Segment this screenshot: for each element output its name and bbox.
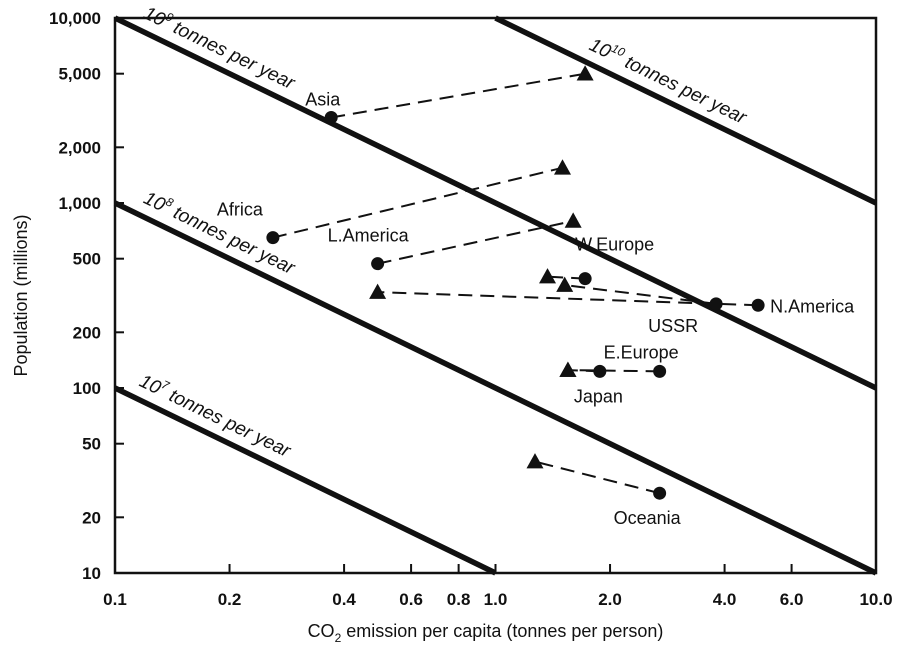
x-axis-label-subscript: 2 bbox=[335, 631, 342, 645]
y-tick-label: 200 bbox=[73, 323, 101, 342]
connector-line bbox=[377, 291, 759, 307]
connector-line bbox=[534, 460, 660, 495]
isoline-label-base: 10 bbox=[140, 188, 169, 216]
connector-line bbox=[377, 219, 574, 265]
point-label: L.America bbox=[328, 226, 410, 246]
x-tick-label: 0.6 bbox=[399, 590, 423, 609]
isoline bbox=[113, 200, 878, 576]
y-tick-label: 20 bbox=[82, 508, 101, 527]
isoline bbox=[113, 15, 878, 391]
circle-point bbox=[653, 486, 667, 500]
circle-point bbox=[653, 364, 667, 378]
x-tick-label: 6.0 bbox=[780, 590, 804, 609]
isoline bbox=[113, 385, 497, 576]
x-tick-label: 10.0 bbox=[859, 590, 892, 609]
circle-point bbox=[371, 257, 385, 271]
y-tick-label: 500 bbox=[73, 250, 101, 269]
x-tick-label: 0.4 bbox=[332, 590, 356, 609]
triangle-point bbox=[564, 212, 582, 228]
circle-point bbox=[593, 364, 607, 378]
y-tick-label: 10,000 bbox=[49, 9, 101, 28]
point-label: Japan bbox=[574, 386, 623, 406]
isoline-label-base: 10 bbox=[136, 371, 165, 399]
y-tick-label: 1,000 bbox=[58, 194, 101, 213]
y-tick-label: 2,000 bbox=[58, 138, 101, 157]
circle-point bbox=[578, 272, 592, 286]
point-label: W.Europe bbox=[575, 235, 654, 255]
connector-line bbox=[567, 369, 660, 373]
x-tick-label: 4.0 bbox=[713, 590, 737, 609]
isoline-label-exponent: 10 bbox=[609, 41, 627, 60]
triangle-point bbox=[556, 276, 574, 292]
connector-line bbox=[272, 166, 563, 239]
circle-point bbox=[324, 110, 338, 124]
circle-point bbox=[751, 298, 765, 312]
connector-line bbox=[331, 72, 586, 119]
y-tick-label: 10 bbox=[82, 564, 101, 583]
connector-line bbox=[564, 284, 717, 305]
point-label: Oceania bbox=[614, 508, 682, 528]
point-label: Africa bbox=[217, 200, 264, 220]
x-tick-label: 0.2 bbox=[218, 590, 242, 609]
x-axis-label-co: CO bbox=[308, 621, 335, 641]
y-tick-label: 100 bbox=[73, 379, 101, 398]
triangle-point bbox=[559, 361, 577, 377]
x-tick-label: 1.0 bbox=[484, 590, 508, 609]
isoline-label: 1010 tonnes per year bbox=[586, 32, 752, 129]
isoline-label: 107 tonnes per year bbox=[136, 368, 296, 462]
point-label: N.America bbox=[770, 296, 855, 316]
isoline bbox=[494, 15, 878, 206]
y-axis-label: Population (millions) bbox=[11, 214, 31, 376]
point-label: USSR bbox=[648, 316, 698, 336]
y-tick-label: 5,000 bbox=[58, 65, 101, 84]
triangle-point bbox=[369, 283, 387, 299]
triangle-point bbox=[539, 268, 557, 284]
point-label: Asia bbox=[305, 89, 341, 109]
isoline-label: 109 tonnes per year bbox=[140, 0, 300, 94]
isoline-label-base: 10 bbox=[586, 35, 615, 63]
plot-frame bbox=[113, 16, 878, 575]
x-axis-label-rest: emission per capita (tonnes per person) bbox=[341, 621, 663, 641]
circle-point bbox=[266, 231, 280, 245]
x-tick-label: 0.8 bbox=[447, 590, 471, 609]
triangle-point bbox=[554, 159, 572, 175]
x-tick-label: 2.0 bbox=[598, 590, 622, 609]
y-tick-label: 50 bbox=[82, 435, 101, 454]
point-label: E.Europe bbox=[604, 342, 679, 362]
x-axis-label: CO2 emission per capita (tonnes per pers… bbox=[308, 621, 664, 645]
x-tick-label: 0.1 bbox=[103, 590, 127, 609]
circle-point bbox=[709, 297, 723, 311]
triangle-point bbox=[526, 453, 544, 469]
triangle-point bbox=[576, 65, 594, 81]
